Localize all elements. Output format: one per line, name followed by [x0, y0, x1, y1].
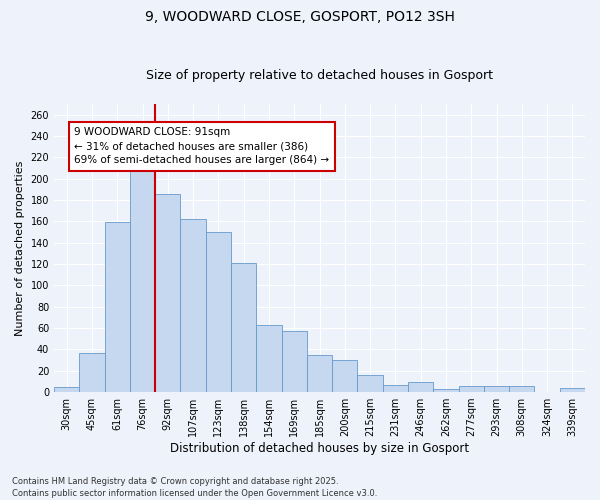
- Y-axis label: Number of detached properties: Number of detached properties: [15, 160, 25, 336]
- Bar: [433, 389, 458, 392]
- Bar: [79, 352, 104, 392]
- Text: Contains HM Land Registry data © Crown copyright and database right 2025.
Contai: Contains HM Land Registry data © Crown c…: [12, 476, 377, 498]
- Bar: [281, 332, 307, 392]
- Bar: [383, 384, 408, 392]
- Bar: [358, 375, 383, 392]
- Bar: [256, 325, 281, 392]
- Bar: [104, 222, 130, 392]
- Bar: [206, 232, 231, 392]
- Bar: [560, 388, 585, 392]
- Bar: [231, 263, 256, 392]
- Bar: [458, 386, 484, 392]
- Bar: [332, 360, 358, 392]
- Bar: [181, 219, 206, 392]
- Bar: [155, 194, 181, 392]
- Bar: [54, 386, 79, 392]
- Bar: [509, 386, 535, 392]
- Bar: [307, 354, 332, 392]
- Bar: [130, 158, 155, 392]
- Title: Size of property relative to detached houses in Gosport: Size of property relative to detached ho…: [146, 69, 493, 82]
- X-axis label: Distribution of detached houses by size in Gosport: Distribution of detached houses by size …: [170, 442, 469, 455]
- Text: 9 WOODWARD CLOSE: 91sqm
← 31% of detached houses are smaller (386)
69% of semi-d: 9 WOODWARD CLOSE: 91sqm ← 31% of detache…: [74, 128, 329, 166]
- Bar: [408, 382, 433, 392]
- Bar: [484, 386, 509, 392]
- Text: 9, WOODWARD CLOSE, GOSPORT, PO12 3SH: 9, WOODWARD CLOSE, GOSPORT, PO12 3SH: [145, 10, 455, 24]
